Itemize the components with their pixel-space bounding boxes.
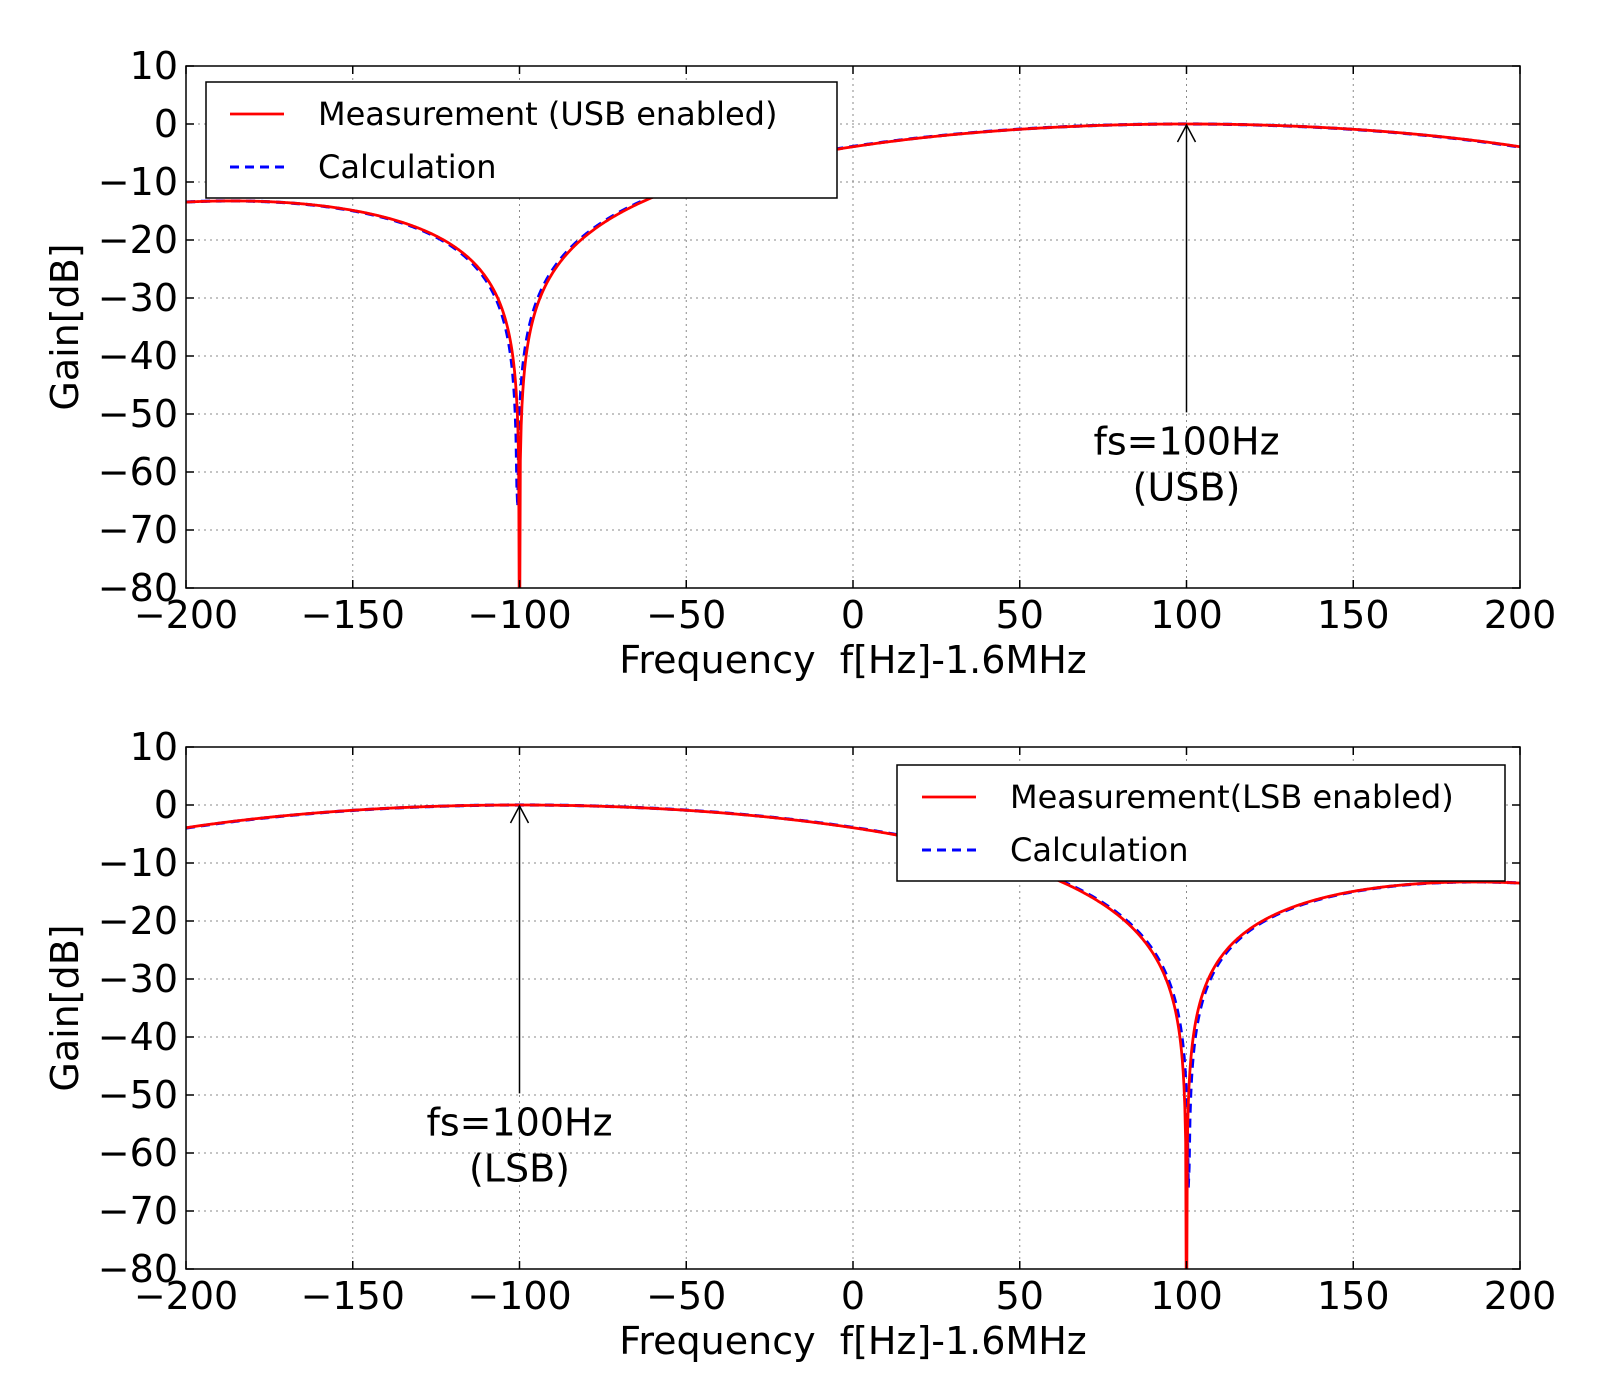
x-tick-label: 0 <box>841 593 865 637</box>
legend-calculation-label: Calculation <box>318 148 497 186</box>
legend-box <box>205 81 838 199</box>
series-layer <box>186 803 1520 1269</box>
y-tick-label: −50 <box>98 392 178 436</box>
x-tick-label: −150 <box>301 1274 405 1318</box>
legend-measurement-label: Measurement (USB enabled) <box>318 95 777 133</box>
x-tick-label: 200 <box>1484 593 1557 637</box>
x-axis-label: Frequency f[Hz]-1.6MHz <box>619 638 1086 682</box>
legend: Measurement (USB enabled) Calculation <box>205 81 838 199</box>
y-tick-label: 10 <box>130 725 178 769</box>
x-tick-label: 50 <box>996 1274 1044 1318</box>
x-tick-label: −200 <box>134 593 238 637</box>
x-tick-label: 0 <box>841 1274 865 1318</box>
legend-measurement-label: Measurement(LSB enabled) <box>1010 778 1454 816</box>
y-tick-label: −40 <box>98 334 178 378</box>
annotation-sideband: (USB) <box>1133 465 1241 509</box>
legend: Measurement(LSB enabled) Calculation <box>896 764 1506 882</box>
arrow-head-icon <box>509 804 530 824</box>
legend-calculation-label: Calculation <box>1010 831 1189 869</box>
chart-usb: −200 −150 −100 −50 0 50 100 150 200100−10−20−30−… <box>43 44 1556 682</box>
y-tick-label: −70 <box>98 1189 178 1233</box>
y-tick-label: −70 <box>98 508 178 552</box>
x-tick-label: 100 <box>1150 593 1223 637</box>
annotation-lsb: fs=100Hz (LSB) <box>426 804 613 1190</box>
annotation-text: fs=100Hz <box>1093 419 1279 463</box>
measurement-line <box>186 803 1520 1269</box>
x-axis-label: Frequency f[Hz]-1.6MHz <box>619 1319 1086 1363</box>
y-tick-label: −60 <box>98 1131 178 1175</box>
y-tick-label: −80 <box>98 566 178 610</box>
y-tick-label: 0 <box>154 102 178 146</box>
legend-box <box>896 764 1506 882</box>
y-tick-label: −10 <box>98 841 178 885</box>
x-tick-label: −200 <box>134 1274 238 1318</box>
annotation-usb: fs=100Hz (USB) <box>1093 123 1280 509</box>
y-axis-label: Gain[dB] <box>43 924 87 1091</box>
x-tick-label: −150 <box>301 593 405 637</box>
x-tick-label: −100 <box>467 1274 571 1318</box>
annotation-text: fs=100Hz <box>426 1100 612 1144</box>
ticks: −200 −150 −100 −50 0 50 100 150 200100−10−20−30−… <box>98 44 1556 637</box>
measurement-line <box>186 122 1520 588</box>
y-tick-label: −20 <box>98 218 178 262</box>
annotation-sideband: (LSB) <box>469 1146 570 1190</box>
x-tick-label: −50 <box>646 1274 726 1318</box>
y-tick-label: −10 <box>98 160 178 204</box>
x-tick-label: −100 <box>467 593 571 637</box>
x-tick-label: 150 <box>1317 593 1390 637</box>
x-tick-label: 200 <box>1484 1274 1557 1318</box>
y-tick-label: −50 <box>98 1073 178 1117</box>
x-tick-label: 100 <box>1150 1274 1223 1318</box>
y-axis-label: Gain[dB] <box>43 243 87 410</box>
y-tick-label: −60 <box>98 450 178 494</box>
arrow-head-icon <box>1176 123 1197 143</box>
y-tick-label: 10 <box>130 44 178 88</box>
y-tick-label: −30 <box>98 957 178 1001</box>
x-tick-label: 50 <box>996 593 1044 637</box>
chart-lsb: −200 −150 −100 −50 0 50 100 150 200100−10−20−30−… <box>43 725 1556 1363</box>
y-tick-label: −80 <box>98 1247 178 1291</box>
x-tick-label: 150 <box>1317 1274 1390 1318</box>
y-tick-label: −20 <box>98 899 178 943</box>
x-tick-label: −50 <box>646 593 726 637</box>
y-tick-label: 0 <box>154 783 178 827</box>
series-layer <box>186 122 1520 588</box>
y-tick-label: −40 <box>98 1015 178 1059</box>
y-tick-label: −30 <box>98 276 178 320</box>
ticks: −200 −150 −100 −50 0 50 100 150 200100−10−20−30−… <box>98 725 1556 1318</box>
